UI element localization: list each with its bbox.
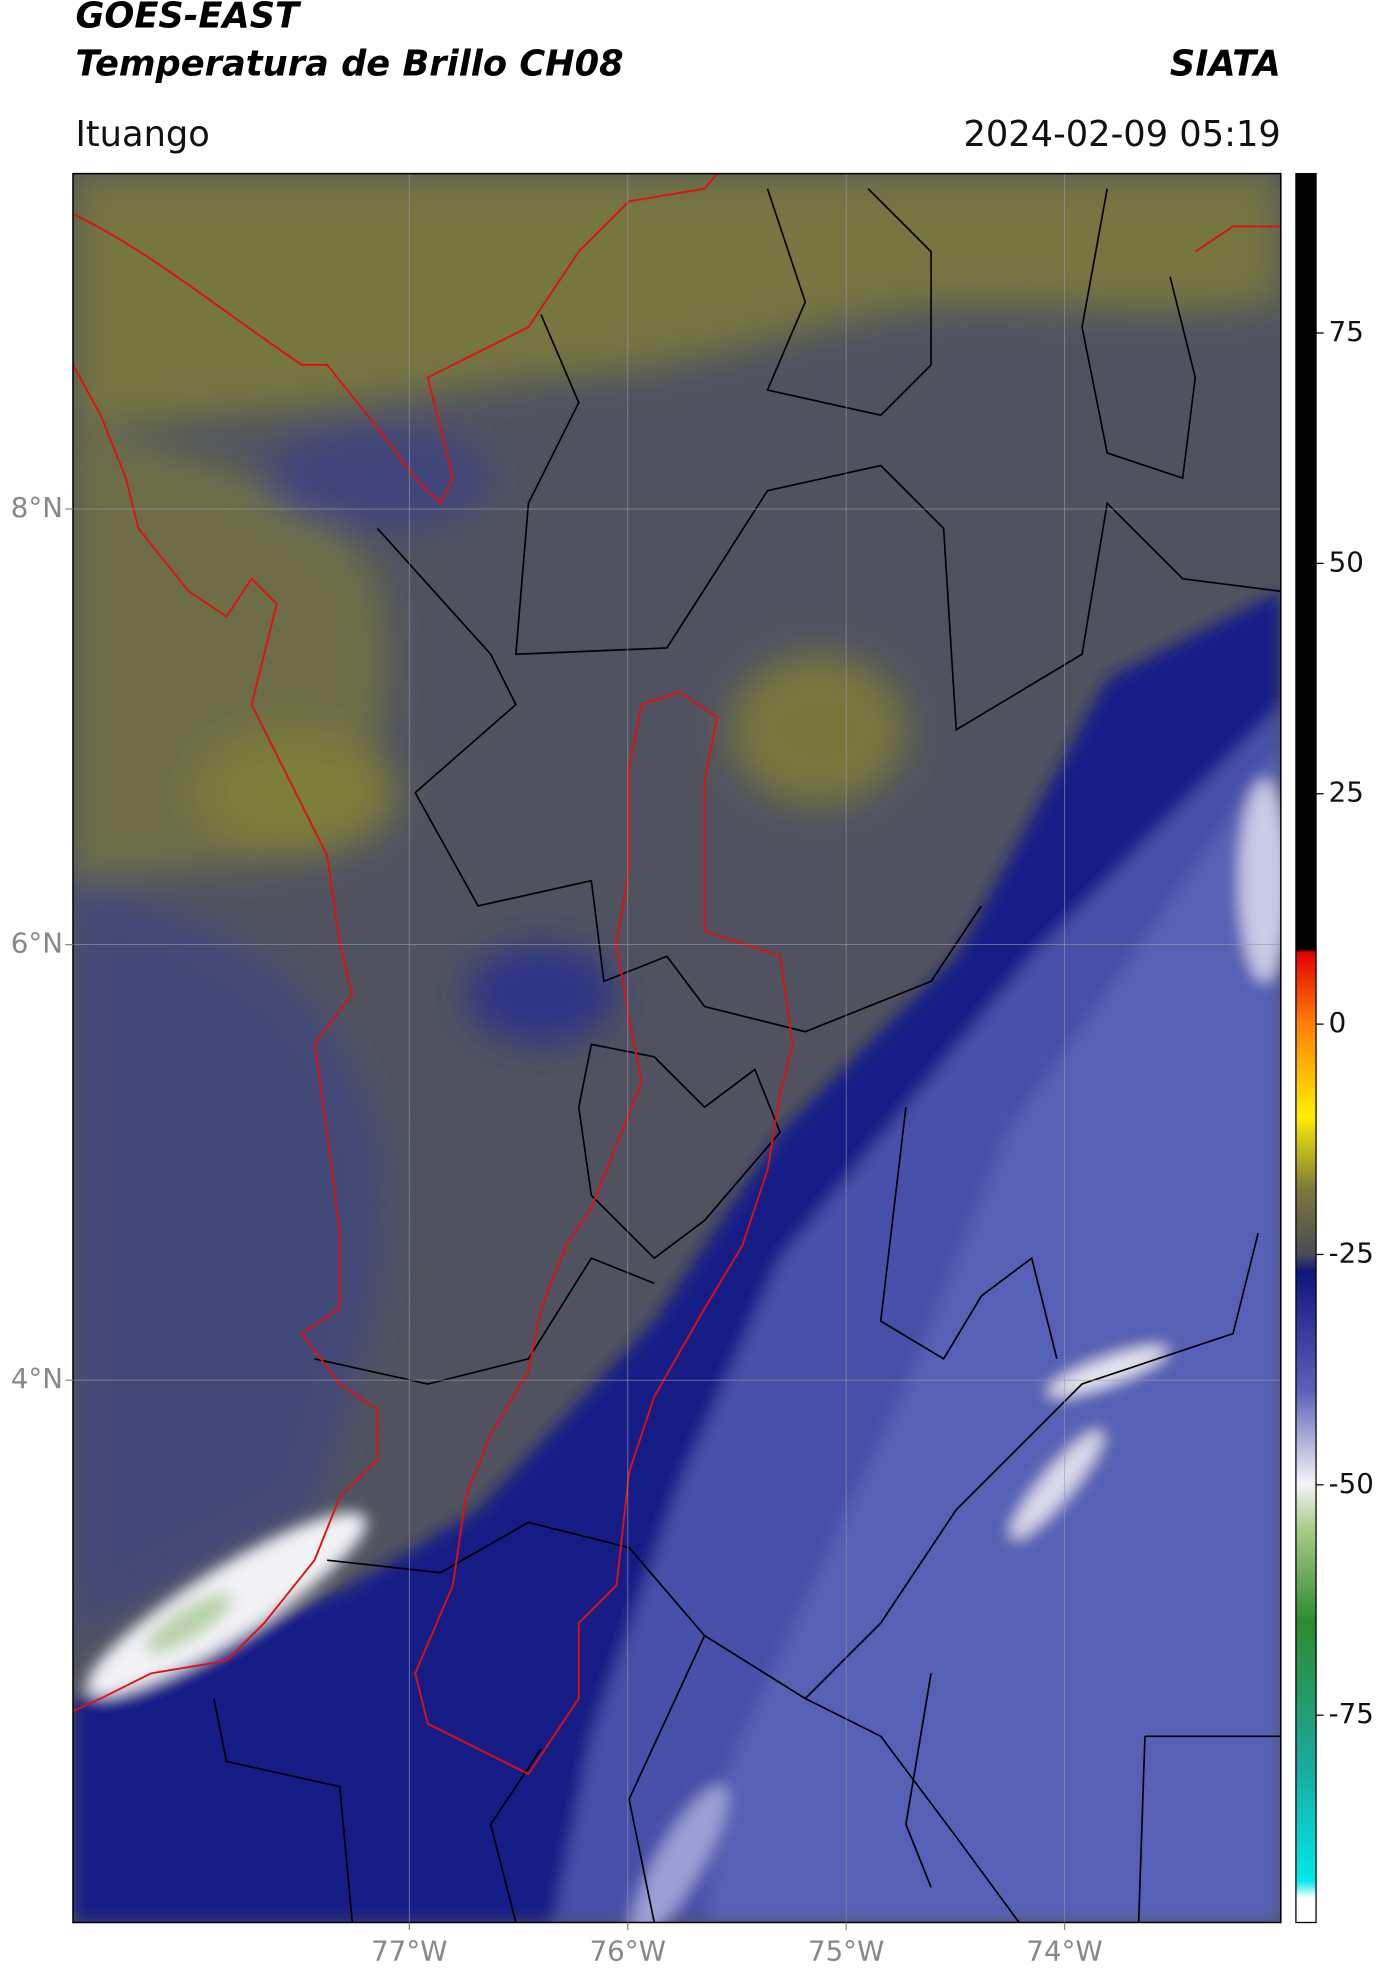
colorbar-tick-label: 50 <box>1329 545 1364 578</box>
x-tick-label: 74°W <box>1026 1935 1102 1968</box>
location: Ituango <box>75 114 209 155</box>
x-tick-label: 76°W <box>590 1935 666 1968</box>
y-tick-label: 4°N <box>11 1362 63 1395</box>
y-tick-label: 6°N <box>11 927 63 960</box>
colorbar-tick-label: -50 <box>1329 1467 1374 1500</box>
colorbar <box>1295 172 1317 1924</box>
organization: SIATA <box>1170 43 1281 84</box>
colorbar-tick-label: 75 <box>1329 315 1364 348</box>
map-frame <box>72 172 1282 1924</box>
colorbar-tick-label: 25 <box>1329 776 1364 809</box>
colorbar-tick-label: -25 <box>1329 1236 1374 1269</box>
colorbar-tick-label: 0 <box>1329 1006 1347 1039</box>
x-tick-label: 77°W <box>371 1935 447 1968</box>
timestamp: 2024-02-09 05:19 <box>963 114 1280 155</box>
subtitle: Temperatura de Brillo CH08 <box>75 43 623 84</box>
x-tick-label: 75°W <box>808 1935 884 1968</box>
title: GOES-EAST <box>75 0 302 37</box>
grid <box>72 173 1281 1923</box>
y-tick-label: 8°N <box>11 491 63 524</box>
borders <box>213 188 1281 1923</box>
outlines <box>72 173 1281 1776</box>
colorbar-tick-label: -75 <box>1329 1697 1374 1730</box>
map-image <box>72 173 1281 1923</box>
